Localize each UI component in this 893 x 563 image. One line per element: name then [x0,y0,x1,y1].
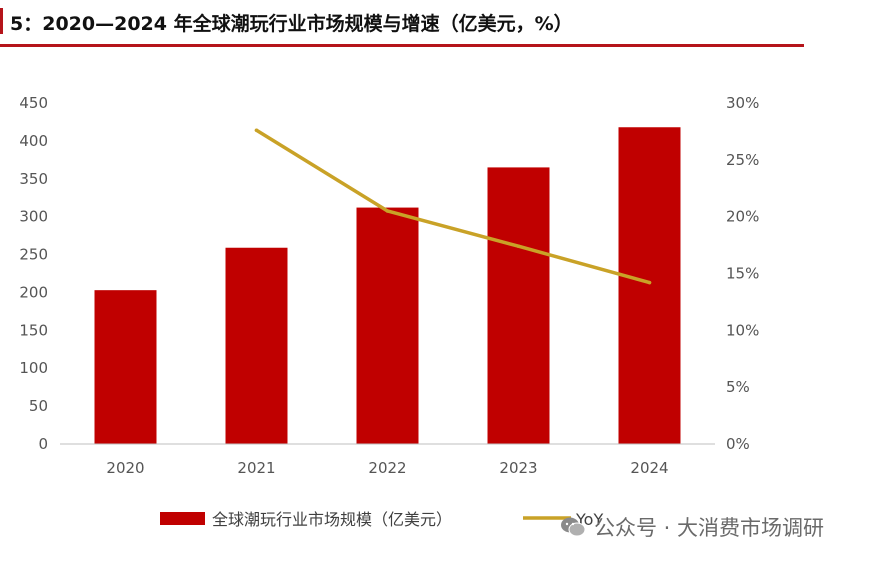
left-axis-tick-label: 50 [29,397,48,415]
x-axis-ticks: 2020 2021 2022 2023 2024 [106,459,668,477]
right-axis-tick-label: 10% [726,321,759,339]
yoy-point-2022 [385,209,390,213]
bar-2020 [94,290,157,444]
bar-2024 [618,127,681,444]
bar-2023 [487,167,550,444]
left-axis-tick-label: 200 [19,283,48,301]
left-axis-tick-label: 350 [19,170,48,188]
right-axis-tick-label: 25% [726,151,759,169]
yoy-point-2024 [647,280,652,285]
bar-series [94,127,681,444]
bar-2021 [225,247,288,444]
figure-title: 5：2020—2024 年全球潮玩行业市场规模与增速（亿美元，%） [10,13,573,35]
bar-2022 [356,207,419,444]
left-axis-tick-label: 100 [19,359,48,377]
legend-bar-swatch [160,512,205,525]
left-axis-tick-label: 450 [19,94,48,112]
x-axis-tick-label: 2021 [237,459,275,477]
yoy-line [254,128,652,285]
wechat-watermark: 公众号 · 大消费市场调研 [560,512,824,542]
right-axis-tick-label: 0% [726,435,750,453]
yoy-line-series [254,128,652,285]
right-axis-tick-label: 20% [726,208,759,226]
left-axis-tick-label: 150 [19,321,48,339]
figure-title-bar: 5：2020—2024 年全球潮玩行业市场规模与增速（亿美元，%） [0,0,804,47]
right-axis-tick-label: 30% [726,94,759,112]
chart-legend: 全球潮玩行业市场规模（亿美元） YoY [160,510,603,529]
wechat-icon [561,517,586,537]
left-axis-tick-label: 0 [38,435,48,453]
right-axis-tick-label: 15% [726,265,759,283]
left-axis-ticks: 0 50 100 150 200 250 300 350 400 450 [19,94,48,453]
yoy-point-2023 [516,244,521,248]
right-axis-tick-label: 5% [726,378,750,396]
left-axis-tick-label: 400 [19,132,48,150]
x-axis-tick-label: 2023 [499,459,537,477]
x-axis-tick-label: 2020 [106,459,144,477]
yoy-point-2021 [254,128,259,133]
left-axis-tick-label: 300 [19,208,48,226]
x-axis-tick-label: 2024 [630,459,668,477]
title-accent-mark [0,8,3,34]
watermark-text: 公众号 · 大消费市场调研 [594,516,825,540]
x-axis-tick-label: 2022 [368,459,406,477]
legend-bar-label: 全球潮玩行业市场规模（亿美元） [212,510,452,529]
right-axis-ticks: 0% 5% 10% 15% 20% 25% 30% [726,94,759,453]
left-axis-tick-label: 250 [19,246,48,264]
